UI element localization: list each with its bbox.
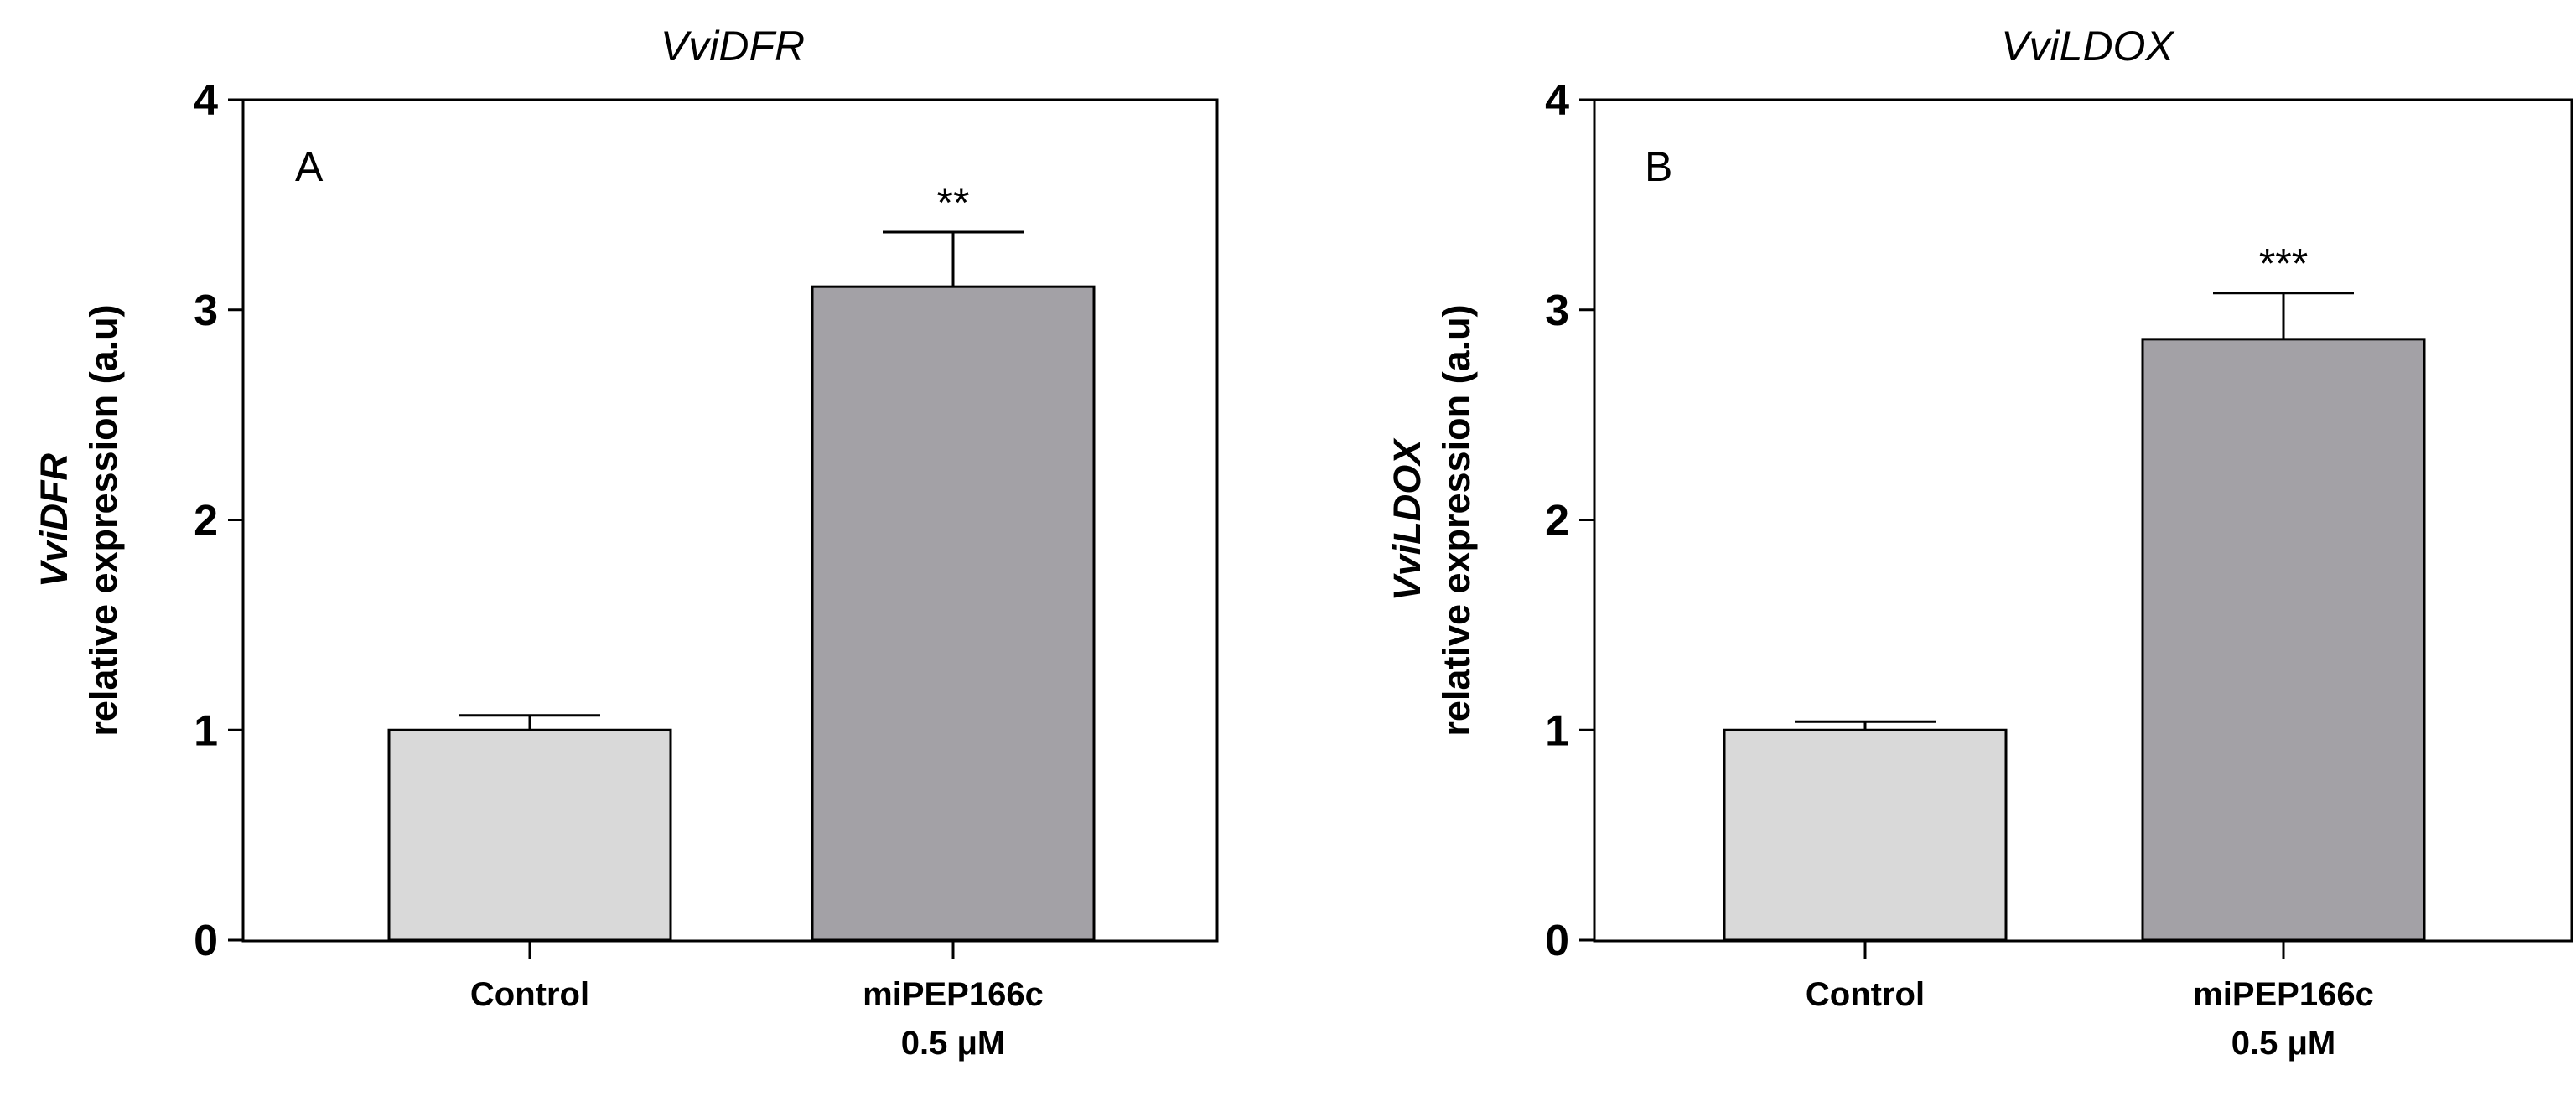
y-tick-label: 2 xyxy=(194,497,218,545)
y-tick-label: 1 xyxy=(1545,706,1569,755)
panel-a: VviDFR A VviDFR relative expression (a.u… xyxy=(33,23,1219,1062)
y-axis: 0 1 2 3 4 xyxy=(1545,76,1594,965)
panel-label: A xyxy=(295,143,324,190)
x-tick-label: Control xyxy=(470,976,589,1013)
x-tick-label: 0.5 μM xyxy=(2231,1025,2336,1062)
bar xyxy=(811,285,1096,942)
y-tick-label: 2 xyxy=(1545,497,1569,545)
bar xyxy=(2141,338,2426,942)
bar xyxy=(387,728,672,942)
y-axis-gene-name: VviDFR xyxy=(33,452,75,587)
chart-title: VviLDOX xyxy=(2001,23,2174,70)
y-tick-label: 0 xyxy=(1545,917,1569,965)
y-axis: 0 1 2 3 4 xyxy=(194,76,243,965)
y-axis-label-gene: VviDFR xyxy=(33,452,75,587)
y-axis-label-gene: VviLDOX xyxy=(1386,437,1428,602)
chart-title: VviDFR xyxy=(661,23,805,70)
bars: ** xyxy=(387,179,1096,942)
y-tick-label: 4 xyxy=(1545,76,1569,125)
x-tick-label: 0.5 μM xyxy=(901,1025,1006,1062)
x-tick-label: miPEP166c xyxy=(863,976,1044,1013)
x-axis: Control miPEP166c 0.5 μM xyxy=(1806,941,2374,1062)
significance-label: *** xyxy=(2259,240,2308,287)
x-tick-label: Control xyxy=(1806,976,1925,1013)
x-tick-label: miPEP166c xyxy=(2193,976,2374,1013)
y-tick-label: 4 xyxy=(194,76,218,125)
y-axis-label: relative expression (a.u) xyxy=(1435,304,1478,736)
panel-label: B xyxy=(1645,143,1672,190)
x-axis: Control miPEP166c 0.5 μM xyxy=(470,941,1044,1062)
panel-b: VviLDOX B VviLDOX relative expression (a… xyxy=(1386,23,2573,1062)
y-tick-label: 1 xyxy=(194,706,218,755)
y-axis-gene-name: VviLDOX xyxy=(1386,437,1428,602)
y-tick-label: 0 xyxy=(194,917,218,965)
significance-label: ** xyxy=(937,179,970,226)
y-axis-label: relative expression (a.u) xyxy=(82,304,125,736)
bars: *** xyxy=(1723,240,2426,942)
y-tick-label: 3 xyxy=(1545,287,1569,335)
bar xyxy=(1723,728,2008,942)
y-tick-label: 3 xyxy=(194,287,218,335)
